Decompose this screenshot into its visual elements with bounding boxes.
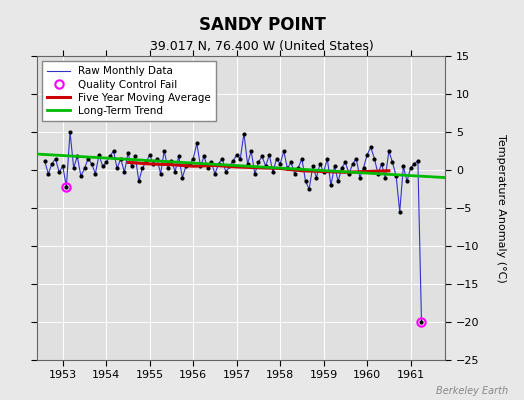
Five Year Moving Average — [321, 169, 327, 174]
Five Year Moving Average — [190, 164, 196, 169]
Five Year Moving Average — [277, 166, 283, 171]
Text: Berkeley Earth: Berkeley Earth — [436, 386, 508, 396]
Five Year Moving Average — [234, 164, 240, 169]
Five Year Moving Average — [147, 162, 153, 166]
Five Year Moving Average — [168, 162, 174, 167]
Five Year Moving Average — [386, 168, 392, 173]
Five Year Moving Average — [212, 163, 218, 168]
Legend: Raw Monthly Data, Quality Control Fail, Five Year Moving Average, Long-Term Tren: Raw Monthly Data, Quality Control Fail, … — [42, 61, 216, 121]
Five Year Moving Average — [255, 165, 261, 170]
Raw Monthly Data — [418, 320, 424, 324]
Text: 39.017 N, 76.400 W (United States): 39.017 N, 76.400 W (United States) — [150, 40, 374, 53]
Five Year Moving Average — [299, 168, 305, 173]
Y-axis label: Temperature Anomaly (°C): Temperature Anomaly (°C) — [496, 134, 506, 282]
Five Year Moving Average — [342, 170, 348, 175]
Raw Monthly Data — [321, 170, 327, 175]
Raw Monthly Data — [208, 160, 214, 165]
Raw Monthly Data — [67, 130, 73, 134]
Line: Raw Monthly Data: Raw Monthly Data — [45, 132, 421, 322]
Raw Monthly Data — [317, 162, 323, 166]
Raw Monthly Data — [45, 171, 51, 176]
Raw Monthly Data — [414, 158, 421, 163]
Five Year Moving Average — [125, 160, 131, 165]
Line: Five Year Moving Average: Five Year Moving Average — [128, 162, 389, 172]
Raw Monthly Data — [41, 158, 48, 163]
Raw Monthly Data — [96, 152, 102, 157]
Text: SANDY POINT: SANDY POINT — [199, 16, 325, 34]
Five Year Moving Average — [364, 169, 370, 174]
